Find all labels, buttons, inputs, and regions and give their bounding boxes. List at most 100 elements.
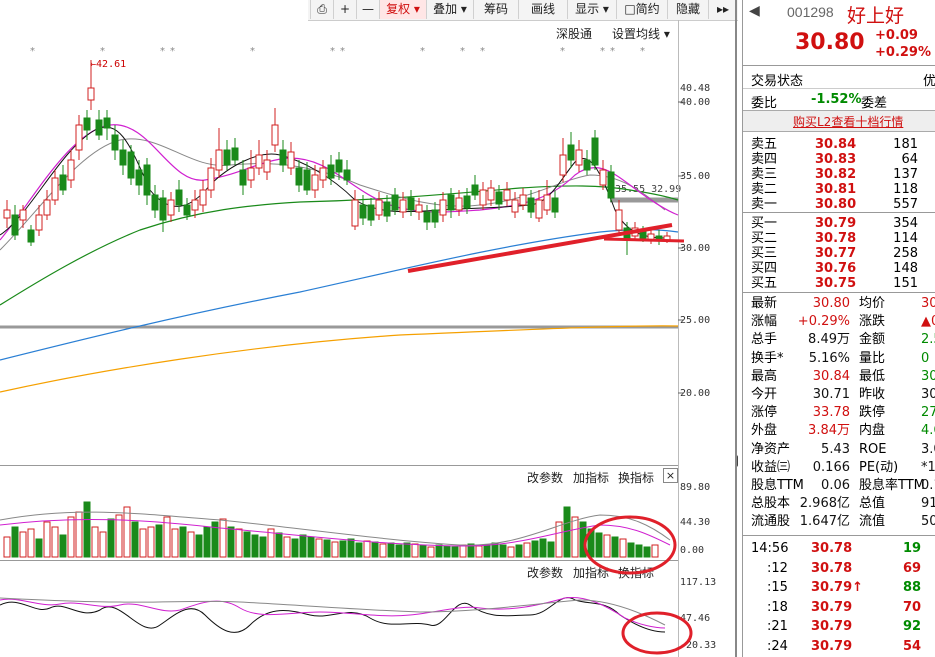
stat-label: 涨幅 [751,314,778,330]
print-button[interactable]: ⎙ [310,0,333,19]
candle-body [527,197,535,213]
stat-label: 股息率TTM [859,478,925,493]
candle-body [567,144,575,161]
stat-value: 2.5 [921,332,935,348]
candle-body [559,154,567,176]
volume-bar [27,528,35,558]
volume-bar [451,546,459,558]
yincang-button[interactable]: 隐藏 [667,0,708,19]
event-star-marker: * [600,46,605,57]
candle-body [303,169,311,191]
volume-bar [147,526,155,558]
weicha-label: 委差 [861,96,888,111]
candle-body [375,199,383,216]
vol-jiazhibiao-button[interactable]: 加指标 [573,471,610,485]
tick-row: :12 30.78 69 [743,561,935,576]
ind-gaicanshu-button[interactable]: 改参数 [527,566,564,580]
ma-settings-dropdown[interactable]: 设置均线 ▾ [612,25,670,42]
support-line-annotation [603,237,685,243]
highlight-circle-annotation [583,515,677,575]
bid-row[interactable]: 买五 30.75 151 [743,276,935,291]
stat-value: 3.0 [921,441,935,457]
volume-bar [547,541,555,558]
bid-row[interactable]: 买三 30.77 258 [743,246,935,261]
tick-volume: 92 [903,619,922,634]
stat-value: 30.71 [812,387,850,402]
event-star-marker: * [330,46,335,57]
stat-value: 27 [921,405,935,421]
stat-value: 4.6 [921,423,935,439]
event-star-marker: * [340,46,345,57]
event-star-marker: * [170,46,175,57]
stock-code: 001298 [787,4,834,20]
ma-settings-label: 设置均线 [612,27,661,41]
bid-level-label: 买三 [751,246,778,261]
vol-gaicanshu-button[interactable]: 改参数 [527,471,564,485]
kline-chart-area[interactable]: ⎙ + — 复权 ▾ 叠加 ▾ 筹码 画线 显示 ▾ □简约 隐藏 ▸▸ 深股通… [0,0,738,657]
volume-bar [11,526,19,558]
candle-body [191,199,199,211]
tick-price: 30.78 [811,541,853,556]
volume-bar [499,544,507,558]
volume-bar [475,545,483,558]
candle-body [175,189,183,206]
ask-row[interactable]: 卖三 30.82 137 [743,167,935,182]
candle-body [575,149,583,166]
diejia-dropdown[interactable]: 叠加 ▾ [426,0,473,19]
ask-level-label: 卖三 [751,167,778,182]
bid-row[interactable]: 买一 30.79 354 [743,216,935,231]
bid-level-label: 买五 [751,276,778,291]
volume-bar [347,538,355,558]
zoom-in-button[interactable]: + [333,0,356,19]
huaxian-button[interactable]: 画线 [518,0,567,19]
candle-body [479,189,487,206]
stat-value: 1.647亿 [799,514,850,530]
vol-huanzhibiao-button[interactable]: 换指标 [618,471,655,485]
y-tick: 35.00 [680,171,711,182]
ask-row[interactable]: 卖四 30.83 64 [743,152,935,167]
volume-bar [411,543,419,558]
bid-row[interactable]: 买二 30.78 114 [743,231,935,246]
ask-row[interactable]: 卖二 30.81 118 [743,182,935,197]
xianshi-dropdown[interactable]: 显示 ▾ [567,0,616,19]
volume-bar [459,544,467,558]
chevron-down-icon: ▾ [660,27,670,41]
prev-stock-arrow-icon[interactable]: ◀ [749,3,760,19]
candle-body [295,167,303,186]
ask-row[interactable]: 卖一 30.80 557 [743,197,935,212]
tick-price: 30.79 [811,619,853,634]
candle-body [639,231,647,239]
more-arrows-icon[interactable]: ▸▸ [708,0,737,19]
fuquan-dropdown[interactable]: 复权 ▾ [379,0,426,19]
ind-line-black [0,597,666,633]
candle-body [247,167,255,181]
high-price-mark: ←42.61 [90,59,126,70]
ind-jiazhibiao-button[interactable]: 加指标 [573,566,610,580]
jianyue-button[interactable]: □简约 [616,0,667,19]
l2-link[interactable]: 购买L2查看十档行情 [793,115,904,129]
bid-row[interactable]: 买四 30.76 148 [743,261,935,276]
choumao-button[interactable]: 筹码 [473,0,518,19]
volume-bar [515,544,523,558]
shengutong-label[interactable]: 深股通 [556,27,593,41]
zoom-out-button[interactable]: — [356,0,379,19]
candle-body [583,159,591,171]
ask-volume: 557 [893,197,918,212]
candle-body [255,154,263,169]
event-star-marker: * [250,46,255,57]
stat-label: 净资产 [751,441,791,457]
stat-value: 2.968亿 [799,496,850,512]
ask-row[interactable]: 卖五 30.84 181 [743,137,935,152]
tick-row: :21 30.79 92 [743,619,935,634]
volume-bar [539,538,547,558]
highlight-circle-annotation [621,611,693,655]
stat-value: 91.4 [921,496,935,512]
chart-canvas: * * * * * * * * * * * * * * [0,0,738,657]
candle-body [383,201,391,217]
volume-bar [651,544,659,558]
close-icon[interactable]: × [663,468,678,483]
candle-body [607,171,615,199]
volume-bar [531,540,539,558]
